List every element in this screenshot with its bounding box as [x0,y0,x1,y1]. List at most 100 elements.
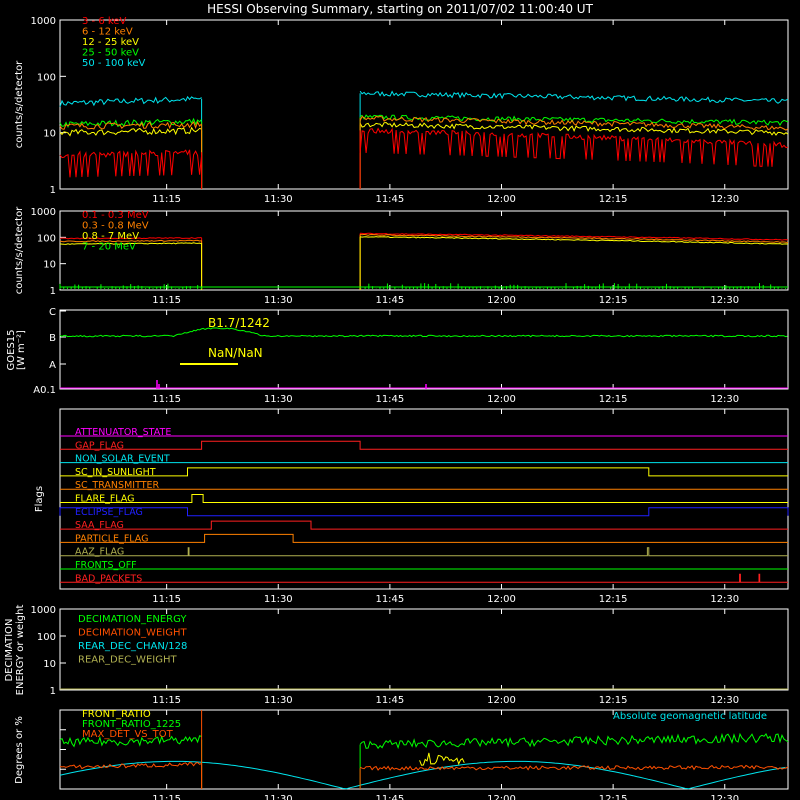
legend-entry: 0.1 - 0.3 MeV [82,210,149,221]
plot-title: HESSI Observing Summary, starting on 201… [207,2,593,16]
x-tick-label: 12:00 [487,194,516,205]
x-tick-label: 11:30 [264,794,293,800]
x-tick-label: 11:30 [264,594,293,605]
y-tick-label: C [49,307,56,318]
y-tick-label: 1000 [31,605,56,616]
x-tick-label: 11:30 [264,394,293,405]
x-tick-label: 12:00 [487,695,516,706]
y-tick-label: 1 [50,286,56,297]
series-line [359,732,789,750]
x-tick-label: 11:45 [375,295,404,306]
x-tick-label: 11:45 [375,594,404,605]
flag-label: SAA_FLAG [75,520,124,531]
y-tick-label: 1 [50,185,56,196]
y-tick-label: 100 [37,632,56,643]
series-line [59,242,202,245]
legend-entry: 50 - 100 keV [82,58,146,69]
rates-panel: 11:15 11:30 11:45 12:00 12:15 12:30 1 10 100 1000… [14,16,789,205]
legend-entry: FRONT_RATIO_1225 [82,719,181,730]
series-line [59,761,202,770]
geomag-panel: 11:15 11:30 11:45 12:00 12:15 12:30 Degrees or… [14,709,789,800]
series-line [59,149,203,178]
x-tick-label: 11:45 [375,194,404,205]
flag-label: FRONTS_OFF [75,560,137,571]
series-line [359,114,789,126]
series-line [59,760,786,790]
high_energy-panel: 11:15 11:30 11:45 12:00 12:15 12:30 1 10 100 1000… [14,206,789,306]
flag-label: ECLIPSE_FLAG [75,507,143,518]
series-line [359,90,789,104]
rates-frame [59,19,789,190]
legend-entry: 0.8 - 7 MeV [82,231,139,242]
flag-line [60,494,788,503]
flag-label: NON_SOLAR_EVENT [75,454,170,465]
x-tick-label: 11:30 [264,695,293,706]
x-tick-label: 11:15 [152,695,181,706]
series-line [59,239,202,243]
series-line [360,233,789,243]
legend-entry: 12 - 25 keV [82,37,139,48]
geomag-note: Absolute geomagnetic latitude [613,711,767,722]
goes-annotation-peak: B1.7/1242 [208,316,270,330]
x-tick-label: 11:45 [375,394,404,405]
decimation-ylabel: DECIMATION [4,618,15,681]
legend-entry: DECIMATION_WEIGHT [78,628,187,639]
series-line [59,237,202,240]
y-tick-label: 1 [50,686,56,697]
y-tick-label: A0.1 [33,385,56,396]
flag-label: GAP_FLAG [75,440,124,451]
x-tick-label: 12:30 [710,794,739,800]
legend-entry: 7 - 20 MeV [82,242,136,253]
x-tick-label: 12:15 [599,794,628,800]
y-tick-label: 10 [43,260,56,271]
series-line [359,115,789,131]
series-line [359,121,789,136]
x-tick-label: 12:30 [710,594,739,605]
x-tick-label: 12:30 [710,295,739,306]
x-tick-label: 12:00 [487,394,516,405]
legend-entry: FRONT_RATIO [82,709,151,720]
flags-frame [59,408,789,590]
legend-entry: 0.3 - 0.8 MeV [82,221,149,232]
decimation-ylabel2: ENERGY or weight [15,605,26,696]
flag-label: PARTICLE_FLAG [75,533,148,544]
x-tick-label: 11:15 [152,394,181,405]
legend-entry: REAR_DEC_WEIGHT [78,655,177,666]
x-tick-label: 11:30 [264,295,293,306]
flag-line [60,467,788,477]
flag-line [60,520,788,530]
x-tick-label: 12:00 [487,794,516,800]
y-tick-label: 10 [43,129,56,140]
y-tick-label: 100 [37,233,56,244]
flag-line [60,533,788,543]
series-line [419,752,465,766]
goes-ylabel: GOES15 [6,329,17,370]
flag-label: BAD_PACKETS [75,573,142,584]
flag-label: SC_TRANSMITTER [75,480,160,491]
rates-ylabel: counts/s/detector [14,60,25,148]
y-tick-label: 100 [37,72,56,83]
y-tick-label: 1000 [31,207,56,218]
x-tick-label: 12:15 [599,194,628,205]
x-tick-label: 12:30 [710,695,739,706]
x-tick-label: 11:15 [152,194,181,205]
x-tick-label: 12:30 [710,394,739,405]
legend-entry: 3 - 6 keV [82,16,126,27]
legend-entry: MAX_DET_VS_TOT [82,729,174,740]
x-tick-label: 12:15 [599,394,628,405]
flag-line [60,547,788,557]
series-line [360,232,789,241]
series-line [59,126,202,137]
high-energy-ylabel: counts/s/detector [14,206,25,294]
goes-panel: 11:15 11:30 11:45 12:00 12:15 12:30 A0.1 A B C GOE… [6,307,789,405]
y-tick-label: B [49,333,56,344]
y-tick-label: A [49,360,56,371]
decimation-frame [59,608,789,691]
flag-label: ATTENUATOR_STATE [75,427,171,438]
flag-label: SC_IN_SUNLIGHT [75,467,156,478]
decimation-panel: 11:15 11:30 11:45 12:00 12:15 12:30 1 10 100 1000… [4,605,789,706]
flag-line [60,573,788,583]
x-tick-label: 12:15 [599,695,628,706]
x-tick-label: 11:15 [152,794,181,800]
